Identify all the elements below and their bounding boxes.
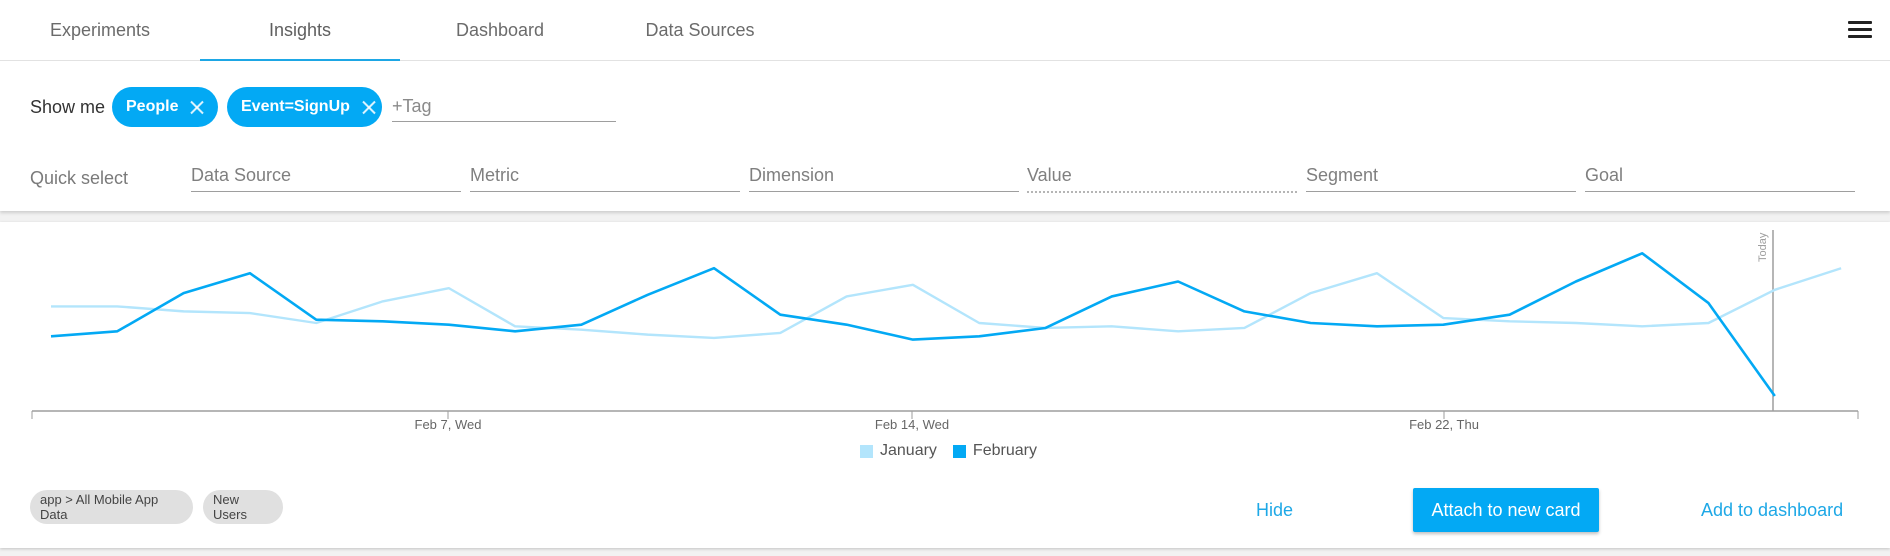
filter-panel: Show me People Event=SignUp Quick select — [0, 61, 1890, 211]
value-field[interactable] — [1027, 159, 1297, 193]
metric-tag[interactable]: New Users — [203, 490, 283, 524]
segment-field[interactable] — [1306, 159, 1576, 192]
chip-label: People — [126, 98, 179, 115]
tab-insights[interactable]: Insights — [200, 0, 400, 61]
tab-experiments[interactable]: Experiments — [49, 19, 151, 40]
data-source-tag[interactable]: app > All Mobile App Data — [30, 490, 193, 524]
tag-input[interactable] — [392, 91, 616, 122]
x-tick-label: Feb 14, Wed — [875, 417, 949, 432]
add-to-dashboard-button[interactable]: Add to dashboard — [1701, 500, 1844, 520]
show-me-label: Show me — [30, 97, 106, 117]
hamburger-menu-icon[interactable] — [1848, 21, 1872, 39]
x-tick-label: Feb 22, Thu — [1409, 417, 1479, 432]
series-line-january — [51, 267, 1842, 340]
chip-label: Event=SignUp — [241, 98, 350, 115]
hide-button[interactable]: Hide — [1256, 500, 1294, 520]
x-tick-label: Feb 7, Wed — [415, 417, 482, 432]
quick-select-label: Quick select — [30, 168, 129, 188]
goal-field[interactable] — [1585, 159, 1855, 192]
top-navigation: Experiments Insights Dashboard Data Sour… — [0, 0, 1890, 61]
line-chart: Feb 7, Wed Feb 14, Wed Feb 22, Thu Today — [31, 230, 1859, 432]
dimension-field[interactable] — [749, 159, 1019, 192]
legend-swatch — [952, 444, 966, 458]
series-line-february — [50, 251, 1776, 397]
chip-people[interactable]: People — [112, 87, 218, 127]
data-source-field[interactable] — [191, 159, 461, 192]
chart-legend: January February — [860, 442, 1053, 460]
legend-swatch — [860, 444, 873, 458]
legend-label: January — [880, 442, 937, 459]
tab-data-sources[interactable]: Data Sources — [645, 19, 755, 40]
attach-to-new-card-button[interactable]: Attach to new card — [1413, 488, 1599, 532]
legend-item-january[interactable]: January — [860, 442, 937, 460]
today-label: Today — [1757, 232, 1769, 262]
close-icon[interactable] — [190, 100, 204, 114]
legend-label: February — [972, 442, 1037, 459]
legend-item-february[interactable]: February — [952, 442, 1037, 460]
tab-dashboard[interactable]: Dashboard — [455, 19, 545, 40]
close-icon[interactable] — [362, 100, 368, 114]
chip-event-signup[interactable]: Event=SignUp — [227, 87, 382, 127]
metric-field[interactable] — [470, 159, 740, 192]
insight-card: Feb 7, Wed Feb 14, Wed Feb 22, Thu Today J… — [0, 222, 1890, 548]
